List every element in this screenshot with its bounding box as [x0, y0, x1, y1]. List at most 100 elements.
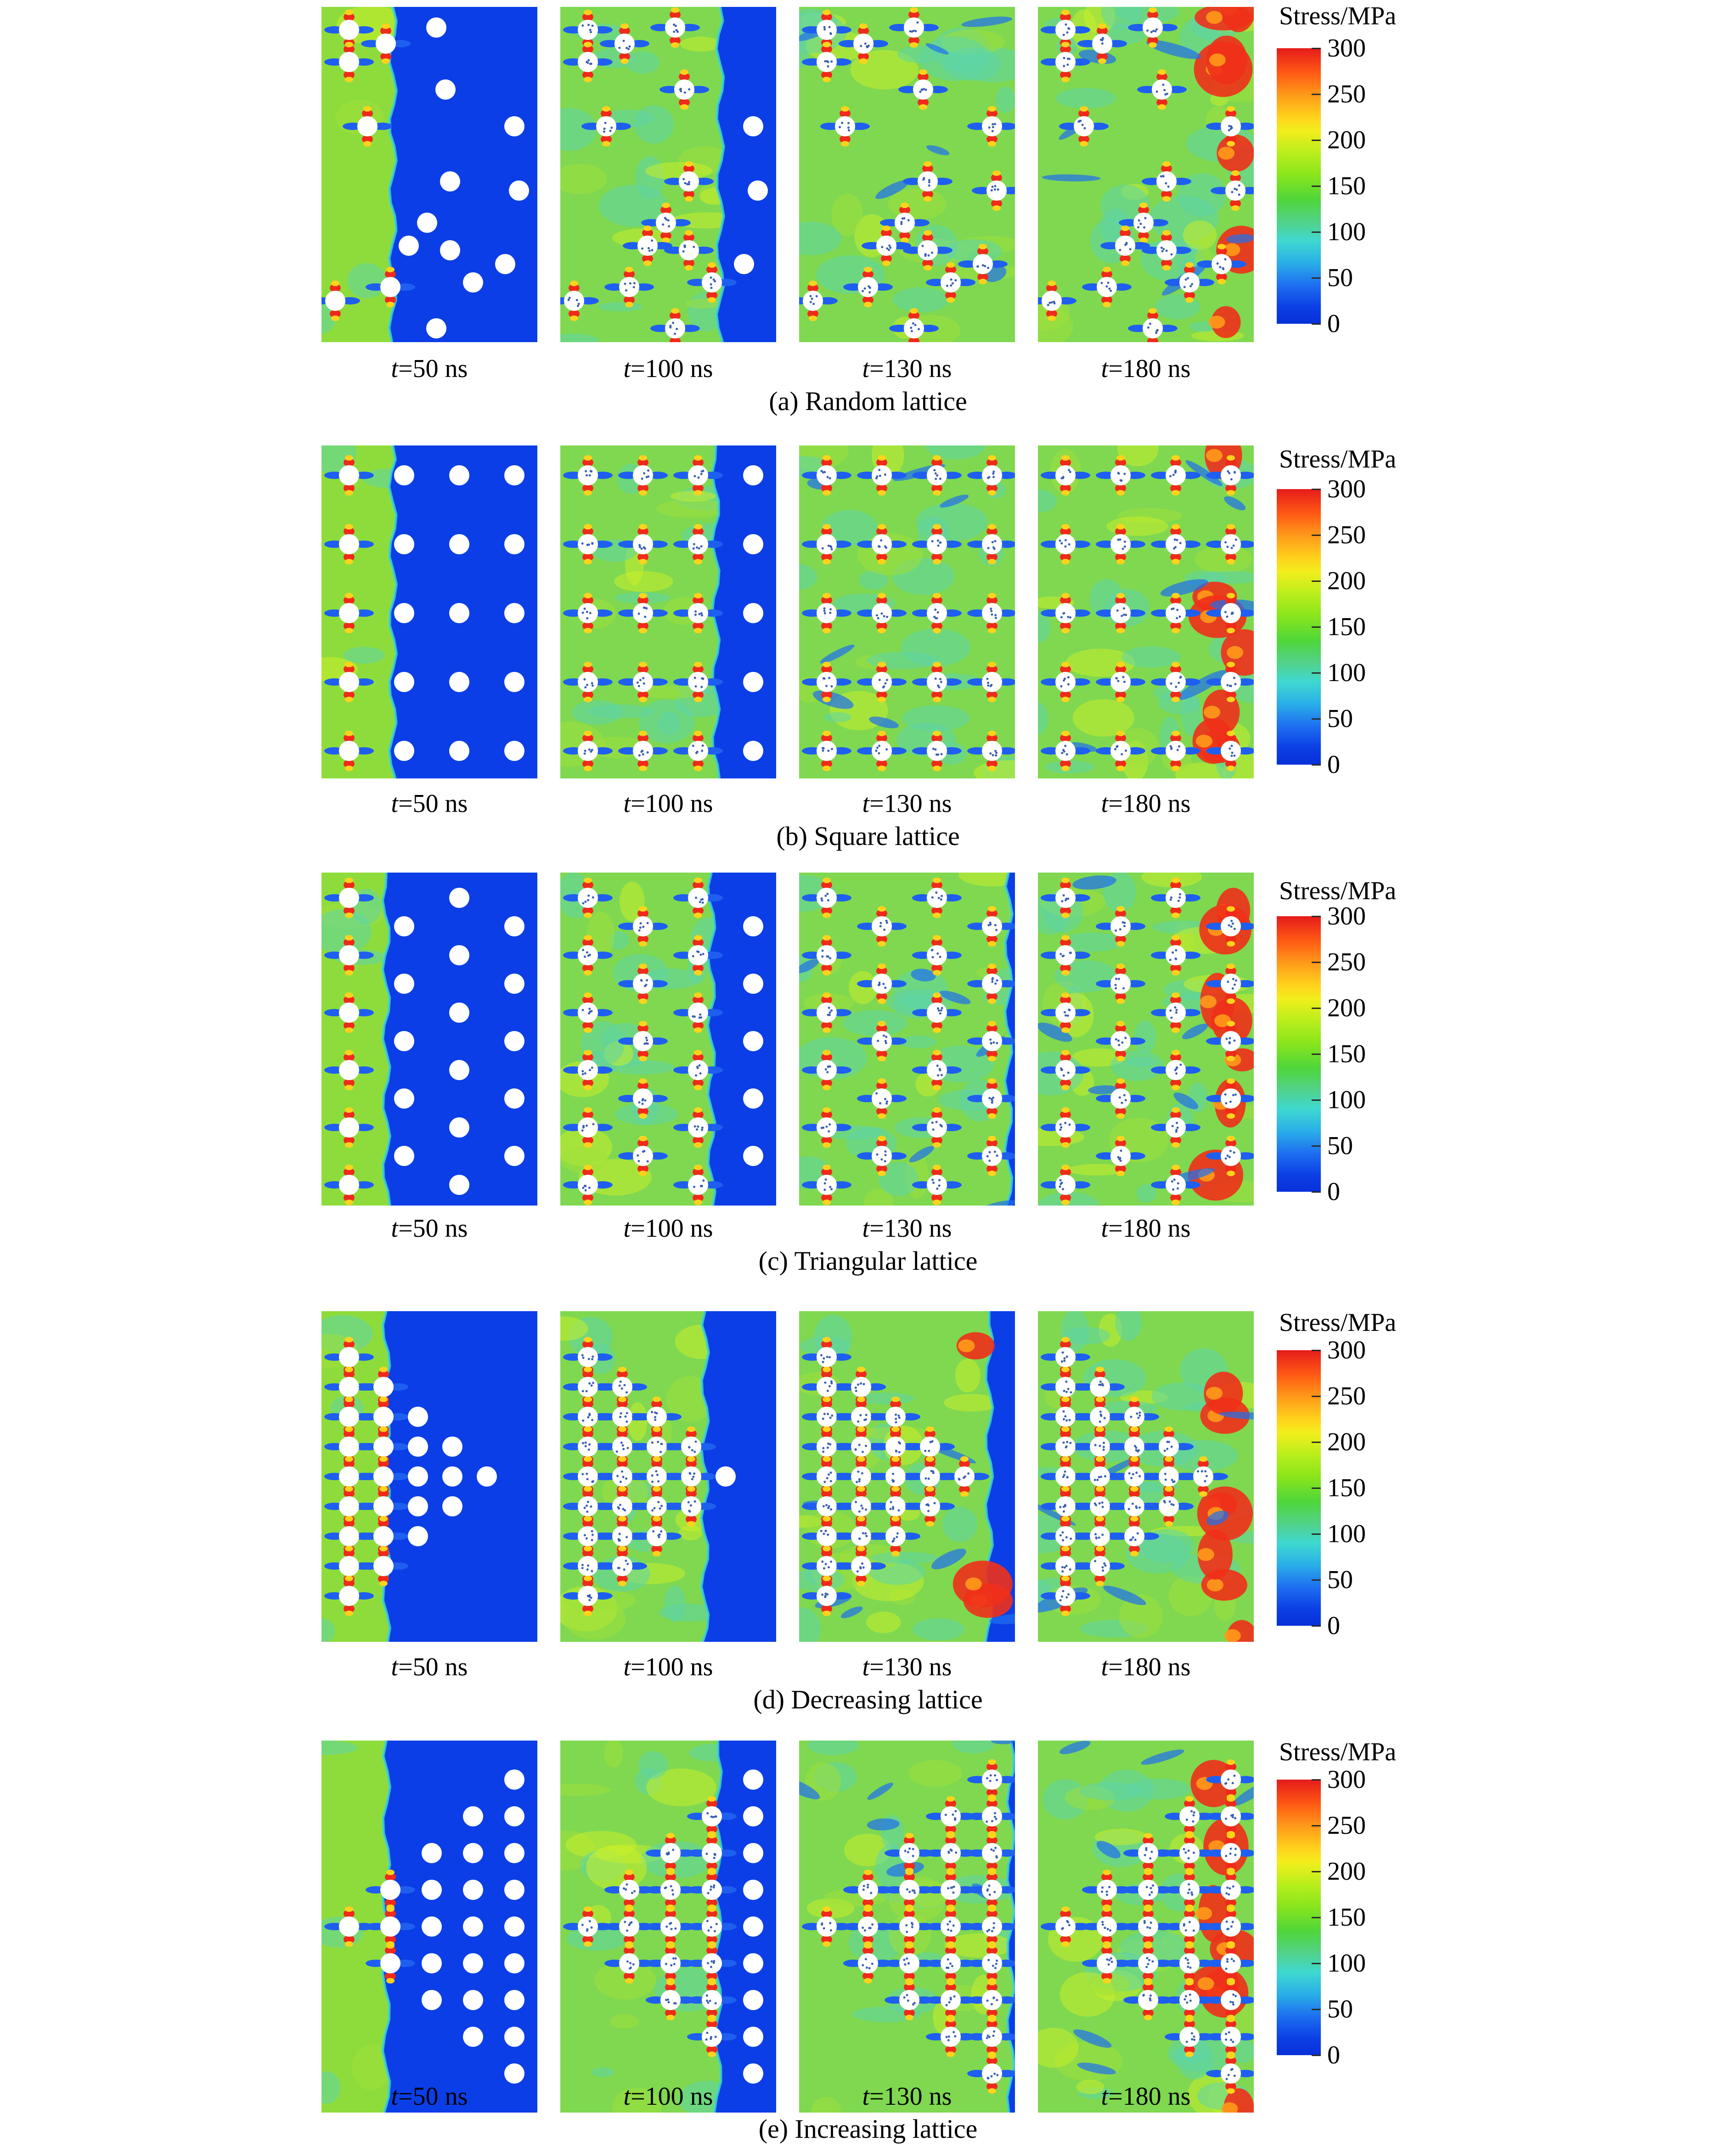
colorbar-tick — [1312, 323, 1321, 325]
colorbar-tick-label: 150 — [1327, 172, 1366, 200]
stress-contour-panel — [560, 445, 776, 778]
hole — [1124, 1526, 1144, 1546]
hole — [504, 672, 524, 692]
hole — [743, 1843, 763, 1863]
hole — [449, 465, 469, 485]
time-symbol: t — [623, 2082, 631, 2111]
hole — [1166, 1117, 1186, 1138]
hole — [504, 916, 524, 936]
hole — [1055, 465, 1076, 485]
time-symbol: t — [1101, 789, 1109, 818]
colorbar-tick — [1312, 1917, 1321, 1918]
hole — [339, 1347, 359, 1367]
time-label: t=100 ns — [558, 1212, 778, 1245]
hole — [614, 34, 635, 54]
hole — [633, 465, 653, 485]
hole — [665, 17, 685, 38]
hole — [927, 672, 947, 692]
time-value: =100 ns — [631, 1653, 713, 1681]
colorbar-tick — [1312, 1054, 1321, 1055]
hole — [408, 1496, 428, 1516]
colorbar-tick-label: 100 — [1327, 1520, 1366, 1548]
hole — [449, 1060, 469, 1080]
hole — [357, 116, 378, 136]
hole — [734, 254, 754, 274]
hole — [702, 1843, 722, 1863]
hole — [1179, 1953, 1200, 1973]
hole — [743, 1031, 763, 1051]
hole — [817, 1175, 837, 1195]
stress-field — [1038, 1311, 1254, 1642]
stress-field — [799, 445, 1015, 778]
hole — [872, 741, 892, 761]
time-symbol: t — [862, 1214, 870, 1243]
hole — [885, 1466, 906, 1487]
hole — [982, 1953, 1002, 1973]
colorbar-tick — [1312, 277, 1321, 279]
hole — [817, 1586, 837, 1606]
hole — [1221, 1146, 1241, 1166]
hole — [1097, 1880, 1117, 1900]
hole — [339, 1377, 359, 1397]
time-symbol: t — [1101, 2082, 1109, 2111]
time-value: =100 ns — [631, 789, 713, 818]
hole — [743, 1769, 763, 1790]
time-value: =180 ns — [1108, 355, 1191, 383]
colorbar-tick — [1312, 1008, 1321, 1009]
hole — [373, 1377, 394, 1397]
hole — [899, 1990, 919, 2010]
hole — [656, 213, 676, 233]
hole — [1090, 1496, 1110, 1516]
hole — [899, 1843, 919, 1863]
hole — [504, 1953, 524, 1973]
hole — [504, 603, 524, 623]
hole — [1055, 1347, 1076, 1367]
time-label: t=100 ns — [558, 788, 778, 820]
hole — [982, 116, 1002, 136]
hole — [817, 1496, 837, 1516]
hole — [435, 79, 456, 100]
hole — [1110, 916, 1131, 936]
hole — [339, 1003, 359, 1023]
stress-contour-panel — [321, 445, 537, 778]
hole — [941, 1843, 961, 1863]
colorbar-tick-label: 200 — [1327, 1428, 1366, 1456]
hole — [660, 1880, 681, 1900]
hole — [872, 672, 892, 692]
hole — [339, 20, 359, 40]
hole — [394, 1031, 414, 1051]
hole — [1055, 741, 1076, 761]
hole — [872, 465, 892, 485]
hole — [743, 916, 763, 936]
time-value: =130 ns — [869, 2082, 952, 2111]
hole — [743, 1806, 763, 1826]
hole — [941, 1916, 961, 1937]
hole — [688, 534, 708, 554]
hole — [422, 1880, 442, 1900]
hole — [647, 1466, 667, 1487]
hole — [688, 465, 708, 485]
hole — [743, 1146, 763, 1166]
hole — [1166, 672, 1186, 692]
hole — [339, 888, 359, 908]
hole — [688, 741, 708, 761]
hole — [1166, 1175, 1186, 1195]
hole — [674, 79, 694, 100]
hole — [578, 1437, 598, 1457]
hole — [817, 1556, 837, 1576]
hole — [408, 1466, 428, 1487]
hole — [688, 1003, 708, 1023]
hole — [743, 534, 763, 554]
hole — [1055, 888, 1076, 908]
hole — [637, 236, 658, 256]
colorbar-tick-label: 300 — [1327, 1336, 1366, 1364]
time-symbol: t — [623, 1653, 631, 1681]
stress-field — [560, 445, 776, 778]
hole — [743, 2063, 763, 2084]
hole — [817, 888, 837, 908]
hole — [633, 534, 653, 554]
colorbar-tick — [1312, 1871, 1321, 1872]
hole — [619, 1916, 639, 1937]
colorbar-tick — [1312, 1099, 1321, 1101]
